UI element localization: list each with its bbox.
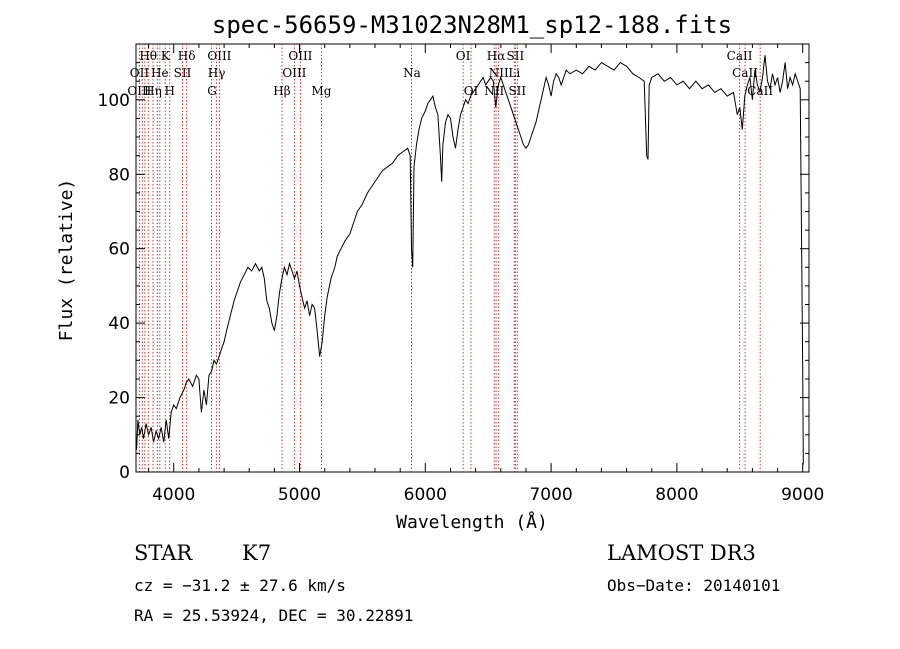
line-label: OIII xyxy=(207,49,231,63)
x-tick-label: 8000 xyxy=(655,485,698,505)
line-label: Hα xyxy=(487,49,506,63)
object-class: STAR xyxy=(134,541,193,565)
survey-name: LAMOST DR3 xyxy=(607,541,756,565)
line-label: K xyxy=(161,49,171,63)
x-tick-label: 7000 xyxy=(529,485,572,505)
y-tick-label: 0 xyxy=(119,463,130,483)
spectral-line-markers xyxy=(138,44,761,472)
line-label: He xyxy=(151,66,169,80)
y-tick-label: 80 xyxy=(108,165,130,185)
line-label: Na xyxy=(403,66,421,80)
y-tick-label: 40 xyxy=(108,314,130,334)
y-axis-label: Flux (relative) xyxy=(56,179,77,342)
line-label: G xyxy=(207,84,217,98)
line-label: OIII xyxy=(127,84,151,98)
y-tick-label: 100 xyxy=(98,91,130,111)
x-tick-label: 5000 xyxy=(278,485,321,505)
object-subclass: K7 xyxy=(242,541,271,565)
line-label: Hγ xyxy=(208,66,226,80)
line-label: Hη xyxy=(144,84,162,98)
y-tick-label: 60 xyxy=(108,240,130,260)
line-label: CaII xyxy=(727,49,753,63)
x-axis-label: Wavelength (Å) xyxy=(396,511,548,533)
info-panel: STAR K7 LAMOST DR3 cz = −31.2 ± 27.6 km/… xyxy=(134,541,780,625)
line-label: Hθ xyxy=(139,49,157,63)
x-tick-label: 6000 xyxy=(404,485,447,505)
chart-title: spec-56659-M31023N28M1_sp12-188.fits xyxy=(212,11,732,39)
observation-date: Obs−Date: 20140101 xyxy=(607,576,780,595)
line-label: Hβ xyxy=(273,84,290,98)
x-axis-ticks: 4000 5000 6000 7000 8000 9000 xyxy=(148,44,824,505)
line-label: SII xyxy=(174,66,192,80)
line-label: SII xyxy=(507,49,525,63)
y-axis-ticks: 0 20 40 60 80 100 xyxy=(98,62,809,483)
line-label: OIII xyxy=(288,49,312,63)
plot-frame xyxy=(135,43,810,473)
x-tick-label: 9000 xyxy=(781,485,824,505)
line-label: OI xyxy=(464,84,479,98)
line-label: OII xyxy=(130,66,150,80)
line-label: SII xyxy=(508,84,526,98)
y-tick-label: 20 xyxy=(108,389,130,409)
x-tick-label: 4000 xyxy=(152,485,195,505)
spectrum-line xyxy=(136,55,804,465)
redshift-cz: cz = −31.2 ± 27.6 km/s xyxy=(134,576,346,595)
line-label: H xyxy=(164,84,174,98)
line-label: Hδ xyxy=(178,49,196,63)
line-label: NII xyxy=(489,66,509,80)
line-label: OI xyxy=(456,49,471,63)
line-label: CaII xyxy=(732,66,758,80)
line-label: Li xyxy=(508,66,520,80)
ra-dec: RA = 25.53924, DEC = 30.22891 xyxy=(134,606,413,625)
line-label: Mg xyxy=(312,84,332,98)
line-label: OIII xyxy=(282,66,306,80)
